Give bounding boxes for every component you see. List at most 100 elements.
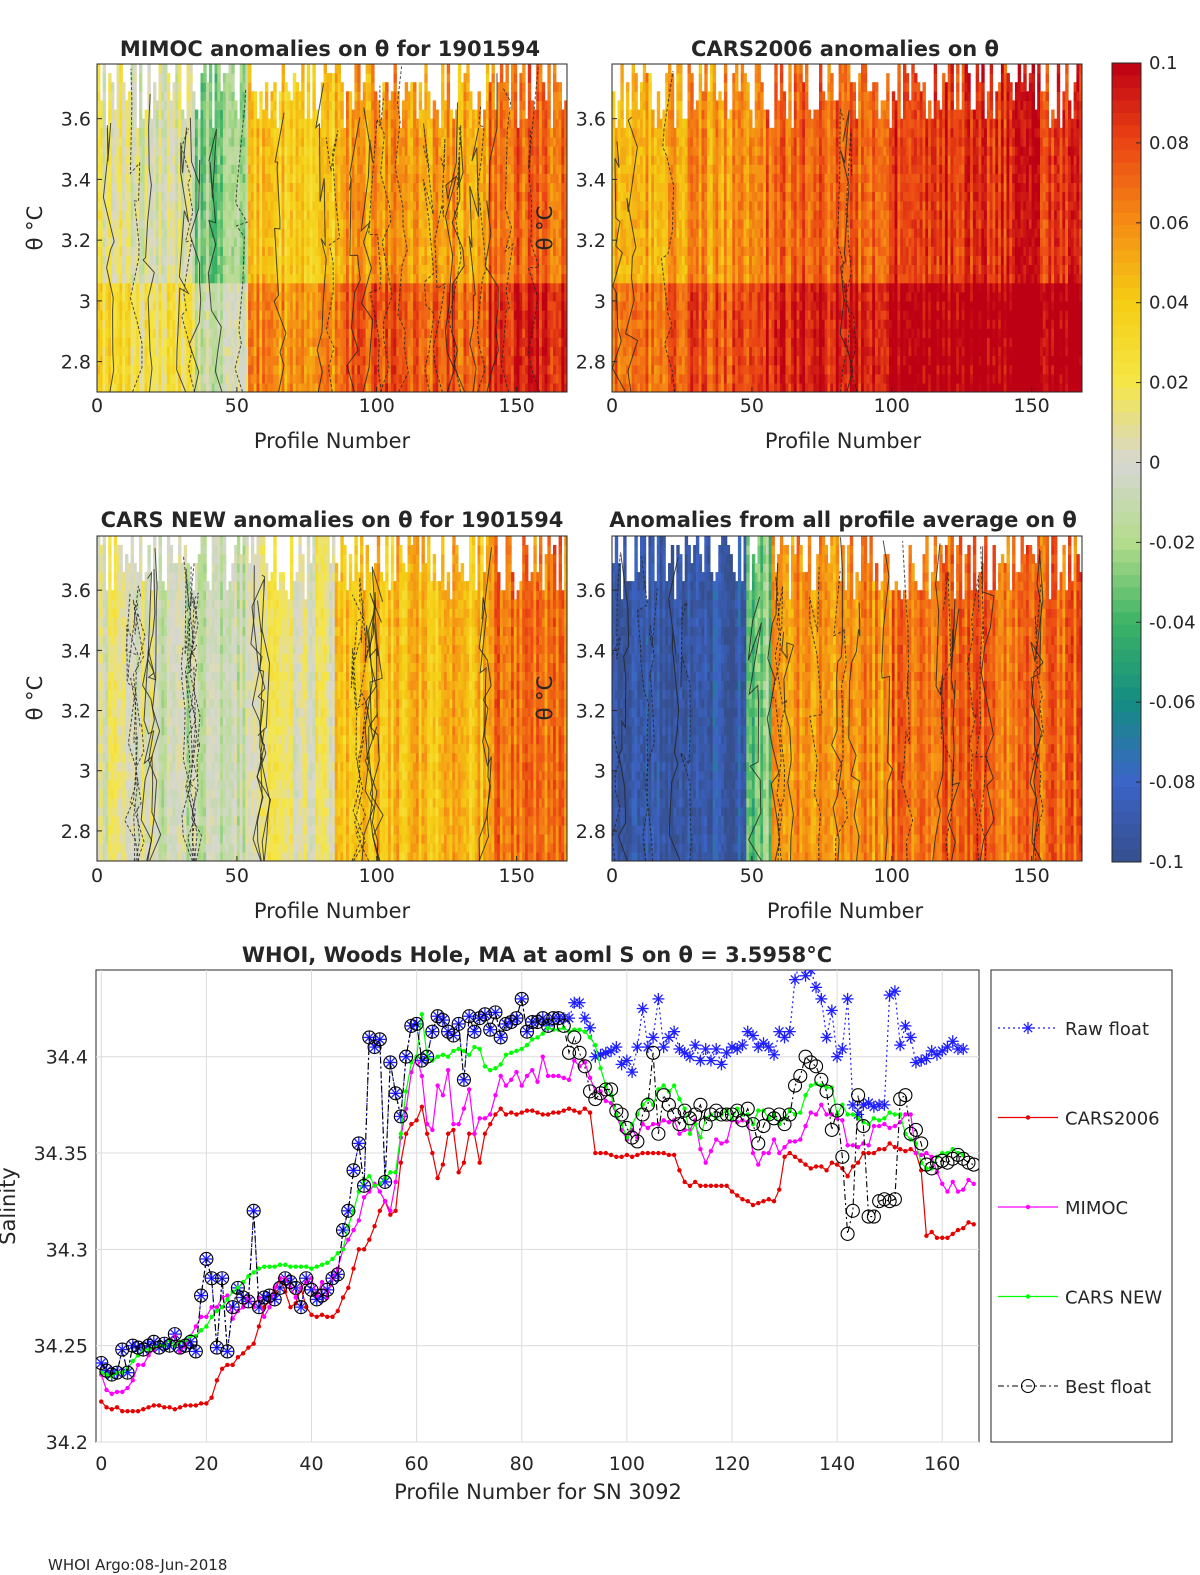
heatmap-cell: [186, 100, 190, 111]
heatmap-cell: [441, 218, 445, 229]
heatmap-cell: [488, 91, 493, 102]
heatmap-cell: [270, 264, 274, 275]
heatmap-cell: [194, 182, 199, 193]
heatmap-cell: [388, 291, 392, 302]
heatmap-cell: [113, 146, 118, 156]
heatmap-cell: [105, 373, 109, 384]
heatmap-cell: [278, 300, 283, 311]
heatmap-cell: [281, 382, 285, 392]
heatmap-cell: [477, 136, 481, 147]
heatmap-cell: [435, 109, 439, 120]
heatmap-cell: [228, 328, 232, 338]
heatmap-cell: [245, 100, 249, 111]
heatmap-cell: [432, 191, 437, 202]
heatmap-cell: [382, 355, 386, 366]
heatmap-cell: [438, 146, 442, 156]
heatmap-cell: [214, 300, 218, 311]
heatmap-cell: [264, 164, 269, 174]
heatmap-cell: [499, 209, 504, 220]
heatmap-cell: [452, 310, 456, 320]
heatmap-cell: [153, 310, 157, 320]
heatmap-cell: [404, 319, 409, 329]
heatmap-cell: [463, 109, 467, 120]
heatmap-cell: [469, 127, 473, 138]
heatmap-cell: [446, 291, 451, 302]
heatmap-cell: [116, 364, 120, 375]
heatmap-cell: [388, 109, 392, 120]
heatmap-cell: [385, 173, 389, 184]
heatmap-cell: [390, 228, 395, 238]
heatmap-cell: [147, 273, 151, 284]
heatmap-cell: [382, 200, 386, 211]
heatmap-cell: [281, 182, 285, 193]
heatmap-cell: [323, 209, 327, 220]
heatmap-cell: [234, 337, 238, 348]
heatmap-cell: [102, 310, 106, 320]
heatmap-cell: [432, 246, 437, 256]
heatmap-cell: [304, 373, 308, 384]
heatmap-cell: [161, 173, 165, 184]
heatmap-cell: [116, 100, 120, 111]
heatmap-cell: [172, 328, 176, 338]
heatmap-cell: [278, 246, 283, 256]
heatmap-cell: [200, 82, 204, 92]
heatmap-cell: [315, 127, 319, 138]
heatmap-cell: [262, 200, 266, 211]
heatmap-cell: [306, 173, 311, 184]
heatmap-cell: [253, 310, 258, 320]
heatmap-cell: [460, 182, 465, 193]
heatmap-cell: [225, 118, 230, 129]
heatmap-cell: [497, 282, 501, 293]
heatmap-cell: [169, 191, 174, 202]
heatmap-cell: [435, 337, 439, 348]
heatmap-cell: [133, 100, 137, 111]
heatmap-cell: [298, 182, 302, 193]
heatmap-cell: [239, 382, 244, 392]
heatmap-cell: [466, 100, 470, 111]
heatmap-cell: [360, 136, 364, 147]
heatmap-cell: [365, 82, 369, 92]
heatmap-cell: [169, 319, 174, 329]
heatmap-cell: [234, 319, 238, 329]
heatmap-cell: [116, 282, 120, 293]
heatmap-cell: [499, 319, 504, 329]
heatmap-cell: [460, 346, 465, 357]
heatmap-cell: [449, 182, 453, 193]
heatmap-cell: [186, 209, 190, 220]
heatmap-cell: [208, 273, 213, 284]
heatmap-cell: [231, 136, 235, 147]
heatmap-cell: [491, 264, 495, 275]
heatmap-cell: [287, 182, 291, 193]
heatmap-cell: [346, 109, 350, 120]
heatmap-cell: [298, 300, 302, 311]
heatmap-cell: [441, 282, 445, 293]
heatmap-cell: [256, 373, 260, 384]
heatmap-cell: [113, 264, 118, 275]
heatmap-cell: [203, 64, 207, 74]
heatmap-cell: [346, 255, 350, 266]
heatmap-cell: [192, 100, 196, 111]
heatmap-cell: [256, 310, 260, 320]
heatmap-cell: [231, 310, 235, 320]
heatmap-cell: [441, 136, 445, 147]
heatmap-cell: [424, 382, 428, 392]
heatmap-cell: [222, 282, 227, 293]
heatmap-cell: [334, 328, 339, 338]
heatmap-cell: [259, 200, 263, 211]
heatmap-cell: [502, 300, 507, 311]
heatmap-cell: [346, 328, 350, 338]
heatmap-cell: [264, 364, 269, 375]
heatmap-cell: [371, 319, 375, 329]
heatmap-cell: [108, 118, 112, 129]
heatmap-cell: [239, 364, 244, 375]
heatmap-cell: [200, 218, 204, 229]
heatmap-cell: [197, 355, 202, 366]
heatmap-cell: [267, 310, 272, 320]
heatmap-cell: [455, 164, 459, 174]
heatmap-cell: [180, 373, 185, 384]
heatmap-cell: [105, 337, 109, 348]
heatmap-cell: [276, 200, 280, 211]
heatmap-cell: [505, 282, 509, 293]
heatmap-cell: [399, 246, 403, 256]
heatmap-cell: [334, 173, 339, 184]
